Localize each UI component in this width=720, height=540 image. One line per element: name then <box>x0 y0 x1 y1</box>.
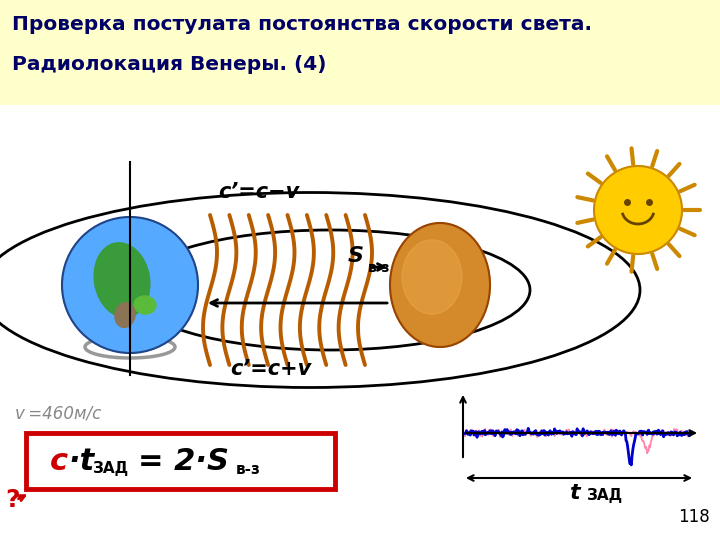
Text: ЗАД: ЗАД <box>587 488 623 503</box>
FancyBboxPatch shape <box>26 433 335 489</box>
Text: S: S <box>348 246 364 266</box>
Text: ?: ? <box>5 488 19 512</box>
Text: v =460м/с: v =460м/с <box>15 404 102 422</box>
Circle shape <box>594 166 682 254</box>
Text: 118: 118 <box>678 508 710 526</box>
Ellipse shape <box>390 223 490 347</box>
Text: Проверка постулата постоянства скорости света.: Проверка постулата постоянства скорости … <box>12 15 592 34</box>
Ellipse shape <box>94 243 150 317</box>
Bar <box>0 0 720 105</box>
Ellipse shape <box>402 240 462 314</box>
Text: c: c <box>50 447 68 476</box>
Ellipse shape <box>134 296 156 314</box>
Circle shape <box>62 217 198 353</box>
Text: c’=c−v: c’=c−v <box>218 182 300 202</box>
Ellipse shape <box>115 302 135 327</box>
Text: ·t: ·t <box>68 447 94 476</box>
Text: в-з: в-з <box>236 462 261 476</box>
Text: Радиолокация Венеры. (4): Радиолокация Венеры. (4) <box>12 55 326 74</box>
Text: c’=c+v: c’=c+v <box>230 359 311 379</box>
Text: в-з: в-з <box>368 261 390 275</box>
Text: = 2·S: = 2·S <box>138 447 229 476</box>
Text: t: t <box>569 483 580 503</box>
Text: ЗАД: ЗАД <box>93 462 129 476</box>
